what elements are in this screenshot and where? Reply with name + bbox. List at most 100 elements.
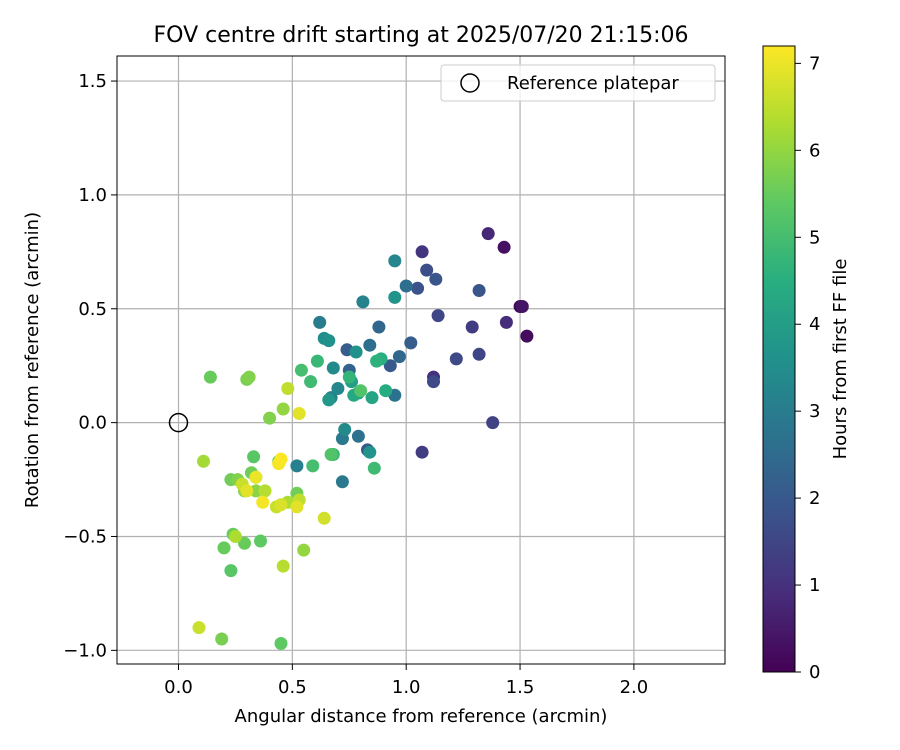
reference-platepar-marker — [168, 412, 189, 433]
data-point — [263, 411, 277, 425]
colorbar-tick-label: 3 — [809, 401, 820, 422]
y-axis-ticks: −1.0 −0.5 0.0 0.5 1.0 1.5 — [63, 71, 117, 661]
data-point — [240, 484, 254, 498]
data-point — [281, 382, 295, 395]
colorbar-tick-label: 7 — [809, 53, 820, 74]
data-point — [249, 470, 263, 484]
data-point — [254, 534, 267, 548]
data-point — [322, 334, 336, 348]
data-point — [486, 416, 500, 430]
data-point — [258, 484, 272, 498]
data-point — [274, 498, 288, 512]
colorbar-tick-label: 5 — [809, 227, 820, 248]
colorbar-tick-label: 4 — [809, 314, 820, 335]
data-point — [351, 429, 365, 443]
data-point — [238, 536, 251, 550]
data-point — [388, 290, 402, 304]
colorbar-gradient — [762, 45, 796, 673]
data-point — [370, 354, 384, 368]
data-point — [411, 281, 425, 295]
colorbar-tick-label: 1 — [809, 575, 820, 596]
data-point — [415, 445, 429, 459]
data-point — [372, 320, 386, 334]
data-point — [228, 530, 242, 543]
data-point — [472, 347, 486, 361]
data-point — [197, 454, 210, 468]
data-point — [326, 361, 340, 375]
x-tick-label: 0.5 — [278, 677, 307, 698]
data-point — [349, 345, 363, 359]
data-point — [404, 336, 418, 350]
data-point — [431, 309, 445, 323]
colorbar-tick-label: 2 — [809, 488, 820, 509]
x-axis-ticks: 0.0 0.5 1.0 1.5 2.0 — [164, 664, 648, 698]
data-point — [215, 632, 229, 646]
data-point — [392, 350, 406, 364]
data-point — [365, 391, 379, 405]
data-point — [324, 448, 338, 461]
y-tick-label: 1.5 — [78, 71, 107, 92]
legend-label: Reference platepar — [507, 73, 679, 94]
data-point — [515, 300, 529, 313]
x-tick-label: 2.0 — [620, 677, 649, 698]
data-point — [192, 621, 206, 635]
data-point — [420, 263, 434, 277]
y-tick-label: 1.0 — [78, 185, 107, 206]
data-point — [449, 352, 463, 366]
data-point — [342, 370, 356, 384]
data-point — [399, 279, 413, 293]
data-point — [217, 541, 231, 555]
legend-box — [440, 64, 716, 102]
data-point — [429, 272, 443, 286]
data-point — [290, 500, 304, 514]
legend-marker-icon — [460, 73, 480, 93]
scatter-points — [192, 227, 534, 650]
data-point — [363, 338, 377, 352]
data-point — [367, 461, 381, 475]
y-tick-label: 0.0 — [78, 413, 107, 434]
grid — [117, 56, 725, 664]
data-point — [363, 445, 377, 459]
data-point — [383, 359, 397, 373]
data-point — [427, 375, 440, 389]
data-point — [388, 254, 402, 268]
data-point — [256, 495, 270, 509]
colorbar-label: Hours from first FF file — [830, 259, 851, 460]
data-point — [249, 484, 263, 498]
data-point — [276, 402, 290, 416]
plot-frame — [116, 55, 726, 665]
data-point — [242, 370, 256, 384]
data-point — [472, 284, 486, 297]
data-point — [292, 407, 306, 420]
data-point — [520, 329, 534, 343]
colorbar-ticks: 0 1 2 3 4 5 6 7 — [795, 53, 820, 683]
data-point — [306, 459, 320, 473]
data-point — [297, 543, 311, 557]
colorbar-tick-label: 0 — [809, 662, 820, 683]
data-point — [290, 459, 304, 473]
data-point — [497, 240, 511, 254]
data-point — [465, 320, 479, 334]
data-point — [317, 511, 331, 525]
data-point — [499, 315, 513, 329]
data-point — [415, 245, 429, 259]
data-point — [274, 637, 288, 650]
data-point — [294, 363, 308, 377]
y-tick-label: −1.0 — [63, 640, 107, 661]
data-point — [331, 382, 345, 395]
data-point — [224, 564, 238, 578]
data-point — [322, 393, 336, 407]
data-point — [203, 370, 217, 384]
data-point — [247, 450, 261, 464]
colorbar-tick-label: 6 — [809, 140, 820, 161]
data-point — [304, 375, 318, 389]
data-point — [354, 384, 368, 398]
data-point — [310, 354, 324, 368]
data-point — [335, 475, 349, 489]
y-tick-label: −0.5 — [63, 526, 107, 547]
data-point — [356, 295, 370, 309]
y-tick-label: 0.5 — [78, 299, 107, 320]
data-point — [274, 452, 288, 466]
x-tick-label: 0.0 — [164, 677, 193, 698]
data-point — [313, 315, 327, 329]
